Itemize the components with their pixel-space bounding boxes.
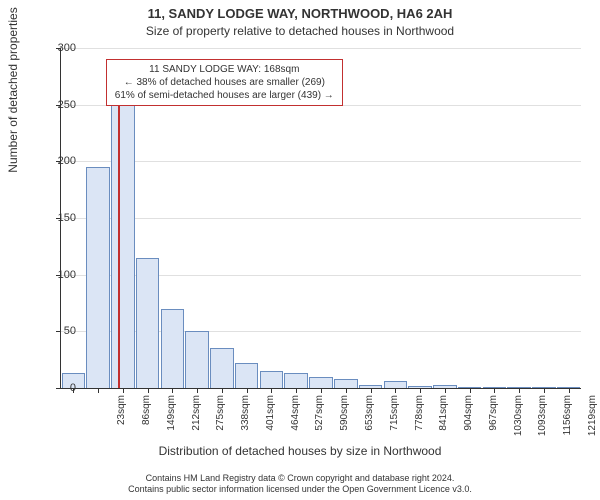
- histogram-bar: [185, 331, 209, 388]
- x-tick-label: 1156sqm: [563, 395, 573, 445]
- footer-line-2: Contains public sector information licen…: [0, 484, 600, 496]
- x-tick-label: 904sqm: [464, 395, 474, 445]
- histogram-bar: [334, 379, 358, 388]
- x-tick-mark: [172, 388, 173, 393]
- histogram-bar: [161, 309, 185, 388]
- x-tick-mark: [346, 388, 347, 393]
- histogram-bar: [309, 377, 333, 388]
- x-tick-label: 464sqm: [291, 395, 301, 445]
- x-tick-mark: [98, 388, 99, 393]
- x-tick-mark: [470, 388, 471, 393]
- x-tick-label: 86sqm: [142, 395, 152, 445]
- x-tick-label: 1030sqm: [514, 395, 524, 445]
- y-tick-label: 50: [36, 325, 76, 337]
- annotation-line-2: ← 38% of detached houses are smaller (26…: [115, 76, 334, 89]
- y-tick-label: 300: [36, 42, 76, 54]
- chart-subtitle: Size of property relative to detached ho…: [0, 24, 600, 38]
- marker-line: [118, 83, 120, 388]
- gridline: [61, 161, 581, 162]
- x-tick-label: 590sqm: [340, 395, 350, 445]
- histogram-bar: [235, 363, 259, 388]
- x-tick-label: 275sqm: [216, 395, 226, 445]
- x-tick-mark: [569, 388, 570, 393]
- x-tick-mark: [519, 388, 520, 393]
- histogram-bar: [210, 348, 234, 388]
- histogram-bar: [284, 373, 308, 388]
- x-tick-mark: [296, 388, 297, 393]
- x-tick-label: 23sqm: [117, 395, 127, 445]
- y-tick-label: 100: [36, 269, 76, 281]
- annotation-line-1: 11 SANDY LODGE WAY: 168sqm: [115, 63, 334, 76]
- histogram-bar: [86, 167, 110, 388]
- x-tick-mark: [321, 388, 322, 393]
- y-tick-label: 150: [36, 212, 76, 224]
- x-tick-mark: [197, 388, 198, 393]
- x-tick-label: 338sqm: [241, 395, 251, 445]
- x-tick-label: 212sqm: [192, 395, 202, 445]
- chart-title: 11, SANDY LODGE WAY, NORTHWOOD, HA6 2AH: [0, 6, 600, 21]
- x-tick-mark: [271, 388, 272, 393]
- y-tick-label: 200: [36, 155, 76, 167]
- x-tick-label: 778sqm: [415, 395, 425, 445]
- annotation-line-3: 61% of semi-detached houses are larger (…: [115, 89, 334, 102]
- y-axis-label: Number of detached properties: [6, 0, 20, 260]
- x-tick-mark: [148, 388, 149, 393]
- x-tick-mark: [395, 388, 396, 393]
- x-tick-label: 715sqm: [390, 395, 400, 445]
- x-tick-mark: [494, 388, 495, 393]
- x-tick-label: 841sqm: [439, 395, 449, 445]
- histogram-bar: [136, 258, 160, 388]
- y-tick-label: 250: [36, 99, 76, 111]
- annotation-box: 11 SANDY LODGE WAY: 168sqm← 38% of detac…: [106, 59, 343, 106]
- x-tick-label: 1219sqm: [588, 395, 598, 445]
- x-tick-label: 967sqm: [489, 395, 499, 445]
- chart-footer: Contains HM Land Registry data © Crown c…: [0, 473, 600, 496]
- histogram-bar: [384, 381, 408, 388]
- x-tick-mark: [544, 388, 545, 393]
- x-tick-mark: [247, 388, 248, 393]
- footer-line-1: Contains HM Land Registry data © Crown c…: [0, 473, 600, 485]
- x-axis-label: Distribution of detached houses by size …: [0, 444, 600, 458]
- x-tick-label: 149sqm: [167, 395, 177, 445]
- x-tick-label: 653sqm: [365, 395, 375, 445]
- x-tick-mark: [445, 388, 446, 393]
- gridline: [61, 48, 581, 49]
- histogram-bar: [111, 100, 135, 388]
- y-tick-label: 0: [36, 382, 76, 394]
- histogram-bar: [260, 371, 284, 388]
- x-tick-label: 401sqm: [266, 395, 276, 445]
- x-tick-label: 1093sqm: [538, 395, 548, 445]
- chart-container: 11, SANDY LODGE WAY, NORTHWOOD, HA6 2AH …: [0, 0, 600, 500]
- x-tick-mark: [420, 388, 421, 393]
- x-tick-label: 527sqm: [315, 395, 325, 445]
- x-tick-mark: [222, 388, 223, 393]
- gridline: [61, 218, 581, 219]
- x-tick-mark: [371, 388, 372, 393]
- x-tick-mark: [123, 388, 124, 393]
